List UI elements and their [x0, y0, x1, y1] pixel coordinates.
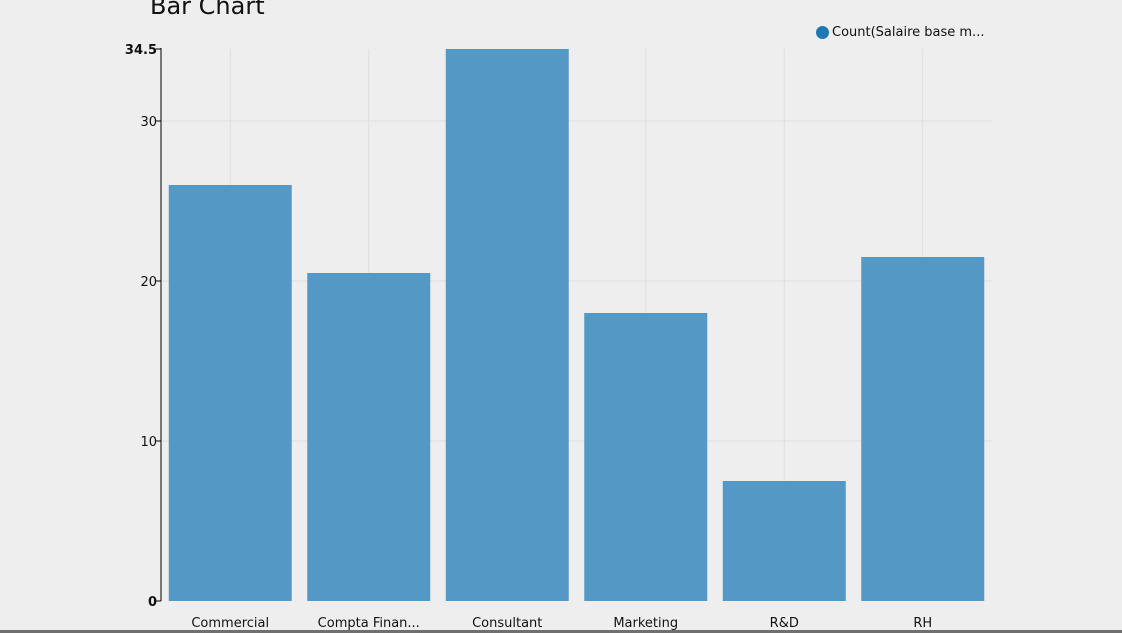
y-tick-label: 10 — [140, 435, 157, 450]
y-tick-label: 20 — [140, 275, 157, 290]
bars — [168, 49, 985, 601]
bar[interactable] — [584, 313, 708, 601]
y-axis-ticks: 0 10 20 30 34.5 — [125, 43, 161, 610]
legend[interactable]: Count(Salaire base m... — [816, 24, 984, 40]
x-axis-ticks: Commercial Compta Finan... Consultant Marke… — [191, 616, 932, 631]
bar[interactable] — [168, 185, 292, 601]
x-tick-label: RH — [913, 616, 932, 631]
bar[interactable] — [445, 49, 569, 601]
x-tick-label: Marketing — [613, 616, 678, 631]
bar[interactable] — [722, 481, 846, 601]
bar[interactable] — [307, 273, 431, 601]
y-tick-label: 0 — [148, 595, 157, 610]
bar[interactable] — [861, 257, 985, 601]
y-tick-label: 34.5 — [125, 43, 157, 58]
chart-title: Bar Chart — [150, 0, 265, 20]
bottom-border — [0, 630, 1122, 633]
x-tick-label: R&D — [770, 616, 799, 631]
x-tick-label: Compta Finan... — [318, 616, 420, 631]
y-tick-label: 30 — [140, 115, 157, 130]
x-tick-label: Commercial — [191, 616, 269, 631]
x-tick-label: Consultant — [472, 616, 542, 631]
legend-marker-icon — [816, 25, 829, 39]
legend-label: Count(Salaire base m... — [832, 24, 985, 40]
